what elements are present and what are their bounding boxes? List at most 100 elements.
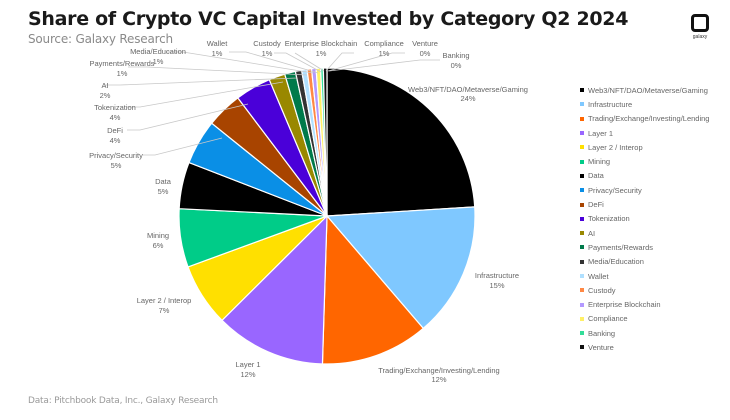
leader-line-payments (128, 66, 308, 76)
leader-line-compliance (325, 52, 354, 72)
label-mining: Mining (147, 231, 169, 240)
legend-swatch-icon (580, 159, 584, 164)
legend-item: Wallet (580, 269, 709, 283)
legend-swatch-icon (580, 145, 584, 150)
leader-line-media (167, 51, 314, 74)
leader-line-tokenization (127, 81, 284, 108)
legend-label: Tokenization (588, 214, 630, 224)
leader-line-custody (274, 52, 322, 73)
chart-title: Share of Crypto VC Capital Invested by C… (28, 8, 629, 30)
label-media: Media/Education (130, 47, 186, 56)
label-defi: DeFi (107, 126, 123, 135)
leader-line-banking (328, 59, 440, 72)
legend-label: Custody (588, 285, 616, 295)
legend-item: Trading/Exchange/Investing/Lending (580, 112, 709, 126)
pct-media: 1% (153, 57, 164, 66)
pct-compliance: 1% (379, 49, 390, 58)
legend-item: Data (580, 169, 709, 183)
legend-swatch-icon (580, 231, 584, 236)
pct-data: 5% (158, 187, 169, 196)
leader-line-enterprise (294, 52, 325, 72)
label-banking: Banking (442, 51, 469, 60)
label-layer1: Layer 1 (235, 360, 260, 369)
legend-item: Custody (580, 283, 709, 297)
legend-label: Venture (588, 342, 614, 352)
chart-legend: Web3/NFT/DAO/Metaverse/Gaming Infrastruct… (580, 83, 709, 355)
legend-item: Enterprise Blockchain (580, 297, 709, 311)
legend-swatch-icon (580, 88, 584, 93)
legend-label: Web3/NFT/DAO/Metaverse/Gaming (588, 85, 708, 95)
pie-slice-infrastructure (325, 206, 476, 330)
pct-web3: 24% (460, 94, 475, 103)
pct-trading: 12% (431, 375, 446, 384)
label-compliance: Compliance (364, 39, 404, 48)
legend-item: Venture (580, 340, 709, 354)
galaxy-logo-text: galaxy (692, 34, 708, 40)
legend-item: Media/Education (580, 255, 709, 269)
label-custody: Custody (253, 39, 281, 48)
legend-swatch-icon (580, 345, 584, 350)
legend-swatch-icon (580, 216, 584, 221)
label-venture: Venture (412, 39, 438, 48)
legend-item: Web3/NFT/DAO/Metaverse/Gaming (580, 83, 709, 97)
label-wallet: Wallet (207, 39, 228, 48)
pct-custody: 1% (262, 49, 273, 58)
legend-label: Wallet (588, 271, 609, 281)
pie-slice-venture (322, 67, 328, 217)
legend-label: Data (588, 171, 604, 181)
legend-swatch-icon (580, 116, 584, 121)
legend-label: Compliance (588, 314, 628, 324)
pct-banking: 0% (451, 61, 462, 70)
data-source-footer: Data: Pitchbook Data, Inc., Galaxy Resea… (28, 396, 218, 406)
label-web3: Web3/NFT/DAO/Metaverse/Gaming (408, 85, 528, 94)
leader-lines (104, 51, 440, 156)
pie-slice-trading-exchange-investing-lending (321, 214, 425, 365)
leader-line-defi (127, 103, 249, 131)
legend-label: Layer 2 / Interop (588, 142, 643, 152)
leader-line-privacy (143, 137, 223, 156)
legend-item: Layer 1 (580, 126, 709, 140)
legend-swatch-icon (580, 202, 584, 207)
pie-slice-layer-1 (221, 214, 328, 365)
legend-label: AI (588, 228, 596, 238)
legend-swatch-icon (580, 331, 584, 336)
pct-venture: 0% (420, 49, 431, 58)
legend-swatch-icon (580, 316, 584, 321)
pie-slices (178, 67, 476, 365)
label-ai: AI (101, 81, 108, 90)
legend-label: Layer 1 (588, 128, 614, 138)
legend-swatch-icon (580, 259, 584, 264)
legend-swatch-icon (580, 274, 584, 278)
legend-label: Infrastructure (588, 99, 633, 109)
chart-subtitle: Source: Galaxy Research (28, 32, 173, 46)
pct-privacy: 5% (111, 161, 122, 170)
label-trading: Trading/Exchange/Investing/Lending (378, 366, 499, 375)
legend-item: AI (580, 226, 709, 240)
label-layer2: Layer 2 / Interop (137, 296, 192, 305)
legend-item: Payments/Rewards (580, 240, 709, 254)
label-data: Data (155, 177, 172, 186)
legend-item: Banking (580, 326, 709, 340)
pct-infrastructure: 15% (489, 281, 504, 290)
legend-swatch-icon (580, 131, 584, 136)
legend-swatch-icon (580, 288, 584, 293)
legend-swatch-icon (580, 245, 584, 250)
label-payments: Payments/Rewards (89, 59, 154, 68)
label-privacy: Privacy/Security (89, 151, 143, 160)
label-tokenization: Tokenization (94, 103, 136, 112)
label-enterprise: Enterprise Blockchain (285, 39, 358, 48)
pct-wallet: 1% (212, 49, 223, 58)
legend-item: Mining (580, 154, 709, 168)
pct-ai: 2% (100, 91, 111, 100)
leader-line-wallet (229, 51, 319, 74)
pct-tokenization: 4% (110, 113, 121, 122)
leader-line-venture (327, 52, 405, 72)
legend-label: Media/Education (588, 257, 644, 267)
galaxy-logo: galaxy (691, 14, 709, 40)
legend-item: Compliance (580, 312, 709, 326)
pct-layer2: 7% (159, 306, 170, 315)
legend-item: Layer 2 / Interop (580, 140, 709, 154)
pct-layer1: 12% (240, 370, 255, 379)
legend-label: DeFi (588, 200, 604, 210)
legend-swatch-icon (580, 102, 584, 107)
